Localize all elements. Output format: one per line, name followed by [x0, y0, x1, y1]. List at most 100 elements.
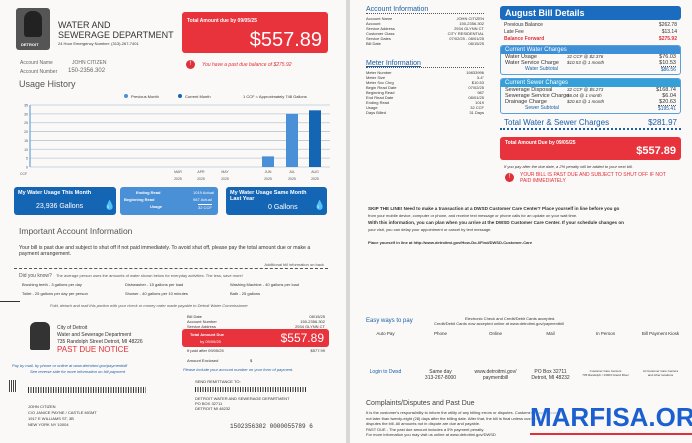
- bar-aug: [309, 110, 321, 167]
- info-row: Meter Number 19833996: [366, 70, 484, 75]
- total-due-amount: $557.89: [249, 29, 322, 51]
- info-row: Customer Class CITY RESIDENTIAL: [366, 31, 484, 36]
- dept-name: WATER AND: [58, 20, 111, 30]
- pay-method-value[interactable]: Login to Dwsd: [369, 369, 402, 375]
- total-due-box: Total Amount due by 09/05/25 $557.89: [182, 12, 328, 53]
- total-charges: Total Water & Sewer Charges $281.97: [500, 114, 681, 130]
- x-tick-label: MAR: [174, 170, 182, 174]
- pay-method-value: At Customer Care Centers and other locati…: [642, 369, 679, 377]
- pay-method-value: Same day 313-267-8000: [424, 369, 457, 381]
- meter-info-title: Meter Information: [366, 60, 484, 68]
- water-drop-icon: 💧: [104, 200, 116, 210]
- divider: [14, 268, 328, 269]
- info-row: Begin Read Date 07/02/25: [366, 85, 484, 90]
- info-row: Beginning Read 987: [366, 90, 484, 95]
- usage-this-month-box: My Water Usage This Month 23,936 Gallons…: [14, 187, 116, 215]
- bar-jun: [262, 156, 274, 167]
- x-tick-year: 2025: [174, 177, 182, 181]
- info-row: Service Address 2934 GLYNN CT: [366, 26, 484, 31]
- x-tick-label: JUL: [289, 170, 295, 174]
- y-tick-label: 15: [24, 139, 28, 143]
- pay-method-3: Mail PO Box 32711 Detroit, MI 48232: [523, 331, 578, 381]
- account-number: 150-2356.302: [68, 68, 106, 74]
- info-row: Days Billed 31 Days: [366, 110, 484, 115]
- watermark: MARFISA.ORG: [530, 402, 692, 435]
- legend-previous-dot: [124, 94, 128, 98]
- dwsd-logo: DETROIT: [16, 8, 50, 50]
- bill-front: DETROIT WATER AND SEWERAGE DEPARTMENT 24…: [0, 0, 346, 443]
- x-tick-label: JUN: [265, 170, 272, 174]
- bar-jul: [286, 113, 298, 167]
- past-due-message: You have a past due balance of $275.92: [202, 62, 292, 68]
- info-row: Ending Read 1019: [366, 100, 484, 105]
- pay-method-4: In Person Customer Care Centers 735 Randol…: [578, 331, 633, 381]
- account-info-title: Account Information: [366, 6, 484, 14]
- shutoff-warning: YOUR BILL IS PAST DUE AND SUBJECT TO SHU…: [520, 172, 666, 184]
- charge-row: Drainage Charge $20.63 @ 1 month $20.63: [505, 99, 676, 105]
- x-tick-label: APR: [197, 170, 205, 174]
- scanline: 1502356302 0000055789 6: [230, 423, 313, 430]
- easy-ways-to-pay-title: Easy ways to pay: [366, 318, 413, 324]
- y-tick-label: 30: [24, 112, 28, 116]
- stub-total-due-box: Total Amount Due by 09/05/25 $557.89: [182, 329, 329, 347]
- usage-history-title: Usage History: [19, 79, 76, 89]
- charge-row: Sewerage Disposal 32 CCF @ $5.273 $168.74: [505, 87, 676, 93]
- x-tick-year: 2025: [221, 177, 229, 181]
- x-tick-year: 2025: [288, 177, 296, 181]
- info-row: Account Name JOHN CITIZEN: [366, 16, 484, 21]
- customer-care-link[interactable]: Place yourself in line at http://www.det…: [368, 240, 533, 245]
- y-tick-label: 25: [24, 121, 28, 125]
- y-tick-label: 5: [26, 157, 28, 161]
- y-tick-label: 20: [24, 130, 28, 134]
- meter-read-box: Ending Read 1019 Actual Beginning Read 9…: [120, 187, 218, 215]
- y-tick-label: 10: [24, 148, 28, 152]
- pay-method-2: Online www.detroitmi.gov/paymentbill: [468, 331, 523, 381]
- remit-barcode: [195, 387, 307, 392]
- alert-icon: !: [186, 60, 195, 69]
- x-tick-label: AUG: [311, 170, 319, 174]
- info-row: Meter Svc Chrg $10.53: [366, 80, 484, 85]
- important-info-title: Important Account Information: [19, 226, 133, 236]
- amount-enclosed-field[interactable]: $: [250, 358, 253, 363]
- alert-icon: !: [505, 173, 514, 182]
- y-tick-label: 35: [24, 104, 28, 108]
- info-row: Meter Size 3-4": [366, 75, 484, 80]
- bill-back: Account Information Account Name JOHN CIT…: [350, 0, 692, 443]
- info-row: Service Dates 07/02/25 - 08/01/25: [366, 36, 484, 41]
- stub-logo: [30, 322, 50, 350]
- pay-method-5: Bill Payment Kiosk At Customer Care Cente…: [633, 331, 688, 381]
- charge-row: Sewerage Service Charge $6.04 @ 1 month $6…: [505, 93, 676, 99]
- info-row: Bill Date 08/15/25: [366, 41, 484, 46]
- charge-row: Water Service Charge $10.53 @ 1 month $10.…: [505, 60, 676, 66]
- x-tick-year: 2025: [311, 177, 319, 181]
- pay-method-value: PO Box 32711 Detroit, MI 48232: [531, 369, 570, 381]
- tear-line: [0, 301, 20, 302]
- info-row: Usage 32 CCF: [366, 105, 484, 110]
- x-tick-label: MAY: [221, 170, 229, 174]
- usage-last-year-box: My Water Usage Same Month Last Year 0 Ga…: [226, 187, 327, 215]
- info-row: End Read Date 08/01/25: [366, 95, 484, 100]
- sewer-charges: Current Sewer Charges Sewerage Disposal 32…: [500, 78, 681, 114]
- pay-method-value[interactable]: www.detroitmi.gov/paymentbill: [474, 369, 517, 381]
- account-info-table: Account Name JOHN CITIZEN Account 150-2356.…: [366, 16, 484, 46]
- spirit-of-detroit-figure: [24, 11, 42, 37]
- qr-code-icon: [9, 380, 17, 392]
- amount-due-box: Total Amount Due by 09/05/25 $557.89: [500, 137, 681, 160]
- emergency-number: 24 Hour Emergency Number: (313)-267-7401: [58, 41, 139, 46]
- complaints-title: Complaints/Disputes and Past Due: [366, 400, 475, 407]
- legend-current-dot: [178, 94, 182, 98]
- past-due-notice: PAST DUE NOTICE: [57, 345, 129, 354]
- pay-method-1: Phone Same day 313-267-8000: [413, 331, 468, 381]
- x-tick-year: 2025: [197, 177, 205, 181]
- meter-info-table: Meter Number 19833996 Meter Size 3-4" Meter …: [366, 70, 484, 115]
- water-drop-icon: 💧: [314, 200, 326, 210]
- pay-method-0: Auto Pay Login to Dwsd: [358, 331, 413, 381]
- dept-name-2: SEWERAGE DEPARTMENT: [58, 30, 174, 40]
- water-charges: Current Water Charges Water Usage 32 CCF @…: [500, 45, 681, 75]
- postal-barcode: [28, 387, 146, 393]
- y-axis-label: CCF: [20, 172, 27, 176]
- payment-methods: Auto Pay Login to Dwsd Phone Same day 313-26…: [358, 331, 688, 381]
- pay-method-value: Customer Care Centers 735 Randolph / 1330…: [582, 369, 629, 377]
- info-row: Account 150-2356.302: [366, 21, 484, 26]
